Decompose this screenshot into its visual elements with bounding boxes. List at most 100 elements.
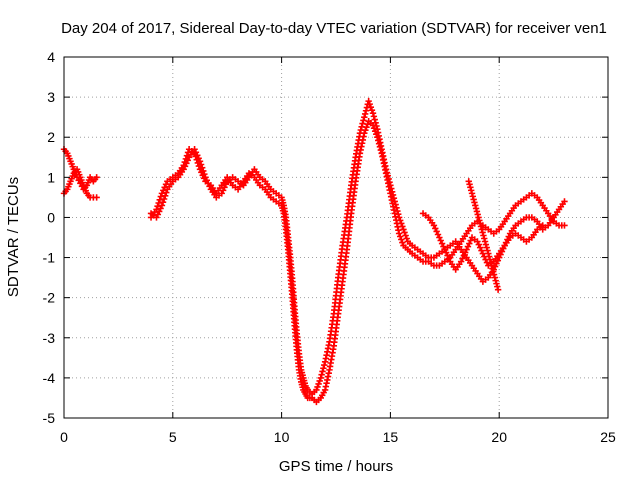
data-point — [360, 117, 367, 124]
data-point — [494, 283, 501, 290]
data-point — [197, 161, 205, 168]
data-point — [490, 268, 497, 275]
data-point — [157, 193, 165, 200]
x-tick-label: 0 — [60, 429, 68, 445]
data-point — [395, 211, 402, 218]
grid-lines — [64, 57, 608, 418]
data-point — [386, 178, 393, 186]
data-point — [476, 220, 484, 227]
data-point — [198, 164, 206, 171]
data-point — [390, 194, 398, 202]
data-point — [482, 241, 490, 248]
data-point — [362, 107, 370, 114]
data-point — [389, 191, 397, 199]
data-point — [368, 106, 376, 114]
data-point — [384, 172, 391, 179]
data-point — [93, 174, 100, 181]
chart-title: Day 204 of 2017, Sidereal Day-to-day VTE… — [61, 20, 607, 37]
y-tick-labels: -5 -4 -3 -2 -1 0 1 2 3 4 — [43, 49, 56, 426]
data-point — [561, 198, 568, 205]
data-point — [485, 250, 492, 257]
data-point — [388, 185, 395, 192]
y-tick-label: 4 — [47, 49, 55, 65]
data-point — [488, 262, 495, 269]
y-axis-label: SDTVAR / TECUs — [5, 177, 22, 297]
data-point — [490, 271, 498, 278]
data-point — [314, 383, 321, 391]
data-point — [483, 244, 490, 251]
data-point — [356, 130, 364, 137]
data-point — [313, 386, 320, 394]
data-point — [321, 361, 328, 369]
data-point — [382, 166, 390, 173]
x-tick-label: 10 — [274, 429, 290, 445]
data-point — [561, 222, 568, 229]
data-point — [395, 230, 403, 237]
y-tick-label: -4 — [43, 370, 56, 386]
data-point — [318, 371, 325, 378]
data-point — [472, 202, 479, 209]
y-tick-label: -1 — [43, 250, 56, 266]
data-point — [400, 226, 407, 233]
data-point — [372, 119, 379, 126]
data-point — [156, 196, 163, 203]
data-point — [366, 100, 373, 108]
data-point — [486, 256, 494, 263]
data-point — [320, 365, 327, 372]
y-tick-label: 3 — [47, 89, 55, 105]
data-point — [159, 199, 167, 206]
x-tick-labels: 0 5 10 15 20 25 — [60, 429, 616, 445]
y-tick-label: 0 — [47, 209, 55, 225]
x-tick-label: 25 — [600, 429, 616, 445]
data-point — [479, 229, 486, 236]
data-point — [369, 109, 377, 117]
data-point — [196, 158, 204, 165]
data-point — [370, 113, 378, 120]
data-point — [467, 187, 475, 194]
data-point — [470, 196, 477, 203]
data-point — [492, 277, 499, 284]
data-point — [93, 194, 100, 201]
data-point — [465, 178, 472, 185]
data-point — [402, 232, 409, 239]
x-tick-label: 15 — [383, 429, 399, 445]
data-point — [373, 122, 380, 130]
data-point — [158, 202, 166, 209]
data-point — [396, 217, 404, 224]
data-point — [491, 274, 499, 281]
y-tick-label: 1 — [47, 169, 55, 185]
data-point — [200, 167, 207, 175]
x-tick-label: 5 — [169, 429, 177, 445]
plot-frame — [63, 56, 609, 419]
data-point — [358, 123, 365, 130]
data-point — [317, 374, 324, 382]
data-point — [371, 116, 378, 123]
data-point — [403, 235, 410, 242]
y-tick-label: 2 — [47, 129, 55, 145]
x-axis-label: GPS time / hours — [279, 458, 393, 475]
data-point — [399, 239, 406, 246]
data-point — [359, 120, 366, 127]
data-point — [476, 217, 483, 224]
data-point — [398, 236, 405, 243]
data-point — [481, 235, 488, 242]
data-point — [396, 233, 404, 240]
data-point — [472, 205, 480, 212]
data-point — [487, 259, 494, 266]
data-point — [319, 368, 326, 375]
data-point — [315, 380, 322, 388]
data-point — [467, 184, 474, 191]
data-point — [485, 253, 493, 260]
data-point — [161, 192, 169, 199]
data-point — [468, 190, 476, 197]
data-point — [475, 214, 482, 221]
data-point — [361, 110, 369, 118]
data-points — [60, 97, 568, 406]
data-point — [392, 201, 399, 208]
data-point — [387, 182, 394, 189]
data-point — [481, 238, 489, 245]
data-point — [494, 286, 502, 293]
data-point — [480, 232, 487, 239]
data-point — [398, 220, 405, 227]
